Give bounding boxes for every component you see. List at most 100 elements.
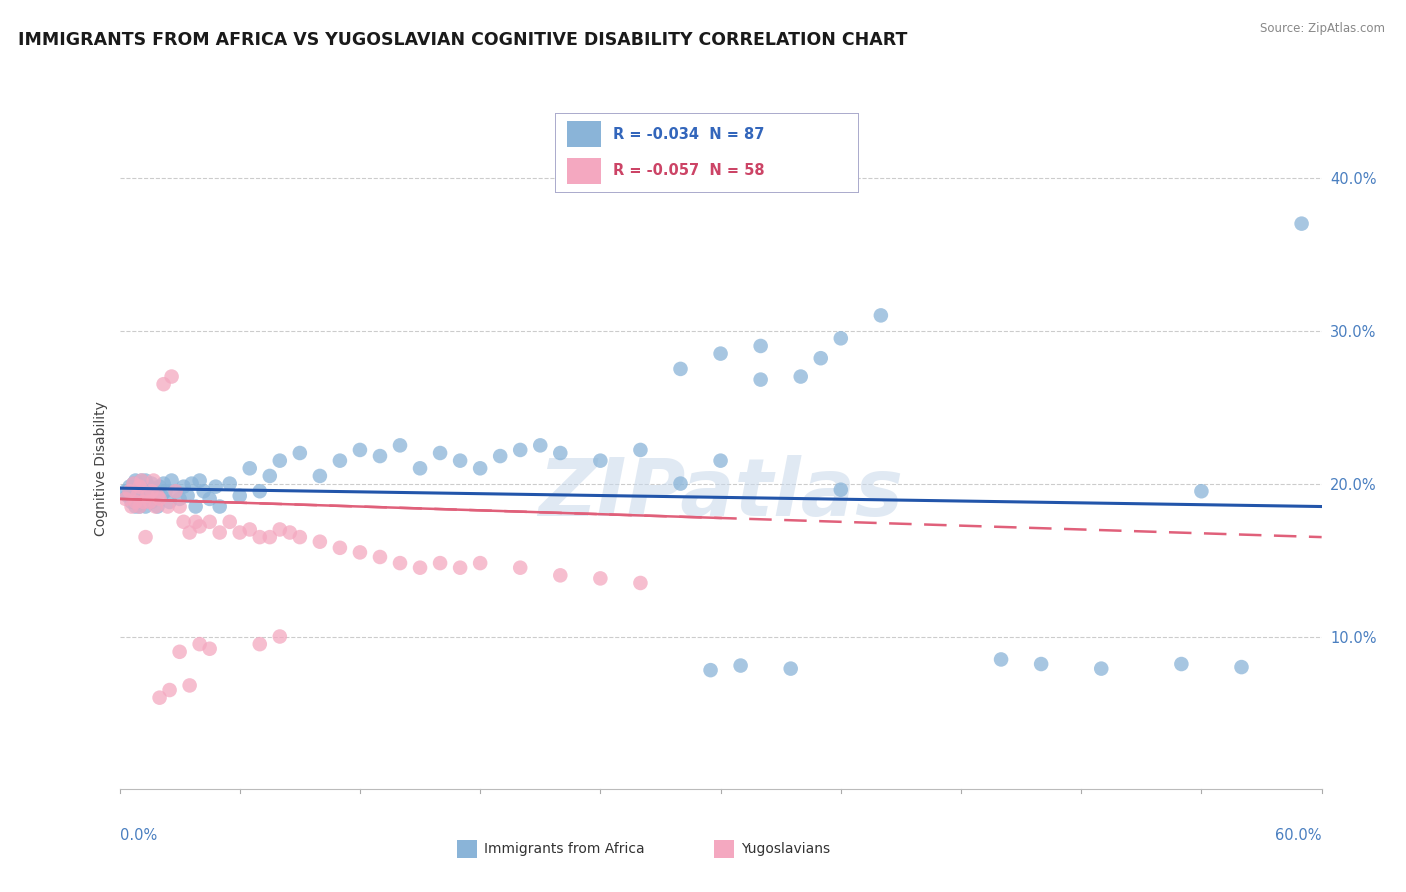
Point [309,534,332,549]
Point [779,662,801,676]
Point [218,515,240,529]
Point [409,560,432,574]
Point [349,442,371,457]
Point [204,480,226,494]
Point [709,453,731,467]
Point [135,530,157,544]
Point [228,525,252,540]
Point [249,530,271,544]
Point [136,491,159,506]
Point [127,489,149,503]
Point [114,491,136,506]
Point [149,480,172,494]
Point [239,523,262,537]
Point [124,500,146,514]
Point [141,476,163,491]
Point [179,678,201,692]
Point [128,480,150,494]
Point [429,556,451,570]
Point [730,658,752,673]
Bar [568,158,600,184]
Point [122,476,145,491]
Bar [568,121,600,147]
Point [145,491,167,506]
Point [449,560,471,574]
Point [1230,660,1253,674]
Point [124,495,146,509]
Point [349,545,371,559]
Point [127,484,149,499]
Point [550,446,572,460]
Point [121,495,143,509]
Point [329,541,352,555]
Text: Immigrants from Africa: Immigrants from Africa [484,842,644,856]
Point [449,453,471,467]
Point [188,519,211,533]
Point [329,453,352,467]
Text: Yugoslavians: Yugoslavians [741,842,830,856]
Point [239,461,262,475]
Point [509,442,531,457]
Point [810,351,832,366]
Point [141,484,163,499]
Point [122,491,145,506]
Point [669,362,692,376]
Point [208,500,231,514]
Point [117,489,139,503]
Point [489,449,512,463]
Point [114,484,136,499]
Point [669,476,692,491]
Point [368,549,391,564]
Point [749,339,772,353]
Point [121,500,143,514]
Point [790,369,813,384]
Point [309,469,332,483]
Point [180,476,202,491]
Point [699,663,721,677]
Point [709,346,731,360]
Point [550,568,572,582]
Point [1029,657,1052,671]
Point [149,690,172,705]
Point [1191,484,1213,499]
Point [249,637,271,651]
Point [131,474,153,488]
Point [128,480,150,494]
Text: R = -0.034  N = 87: R = -0.034 N = 87 [613,127,765,142]
Point [131,474,153,488]
Text: R = -0.057  N = 58: R = -0.057 N = 58 [613,163,765,178]
Point [169,500,191,514]
Text: 60.0%: 60.0% [1275,828,1322,843]
Point [142,484,165,499]
Point [388,438,412,452]
Text: Source: ZipAtlas.com: Source: ZipAtlas.com [1260,22,1385,36]
Point [152,476,174,491]
Point [169,645,191,659]
Point [198,515,221,529]
Point [228,489,252,503]
Point [132,484,155,499]
Point [159,495,181,509]
Point [127,495,149,509]
Point [1090,662,1112,676]
Point [145,500,167,514]
Point [132,495,155,509]
Point [288,530,311,544]
Point [269,523,291,537]
Point [869,309,893,323]
Point [118,480,141,494]
Point [589,453,612,467]
Y-axis label: Cognitive Disability: Cognitive Disability [94,401,108,536]
Point [155,484,177,499]
Point [269,630,291,644]
Point [135,474,157,488]
Text: IMMIGRANTS FROM AFRICA VS YUGOSLAVIAN COGNITIVE DISABILITY CORRELATION CHART: IMMIGRANTS FROM AFRICA VS YUGOSLAVIAN CO… [18,31,908,49]
Point [142,474,165,488]
Point [990,652,1012,666]
Text: ZIPatlas: ZIPatlas [538,455,903,533]
Point [429,446,451,460]
Point [198,491,221,506]
Point [165,484,187,499]
Point [124,474,146,488]
Point [589,571,612,585]
